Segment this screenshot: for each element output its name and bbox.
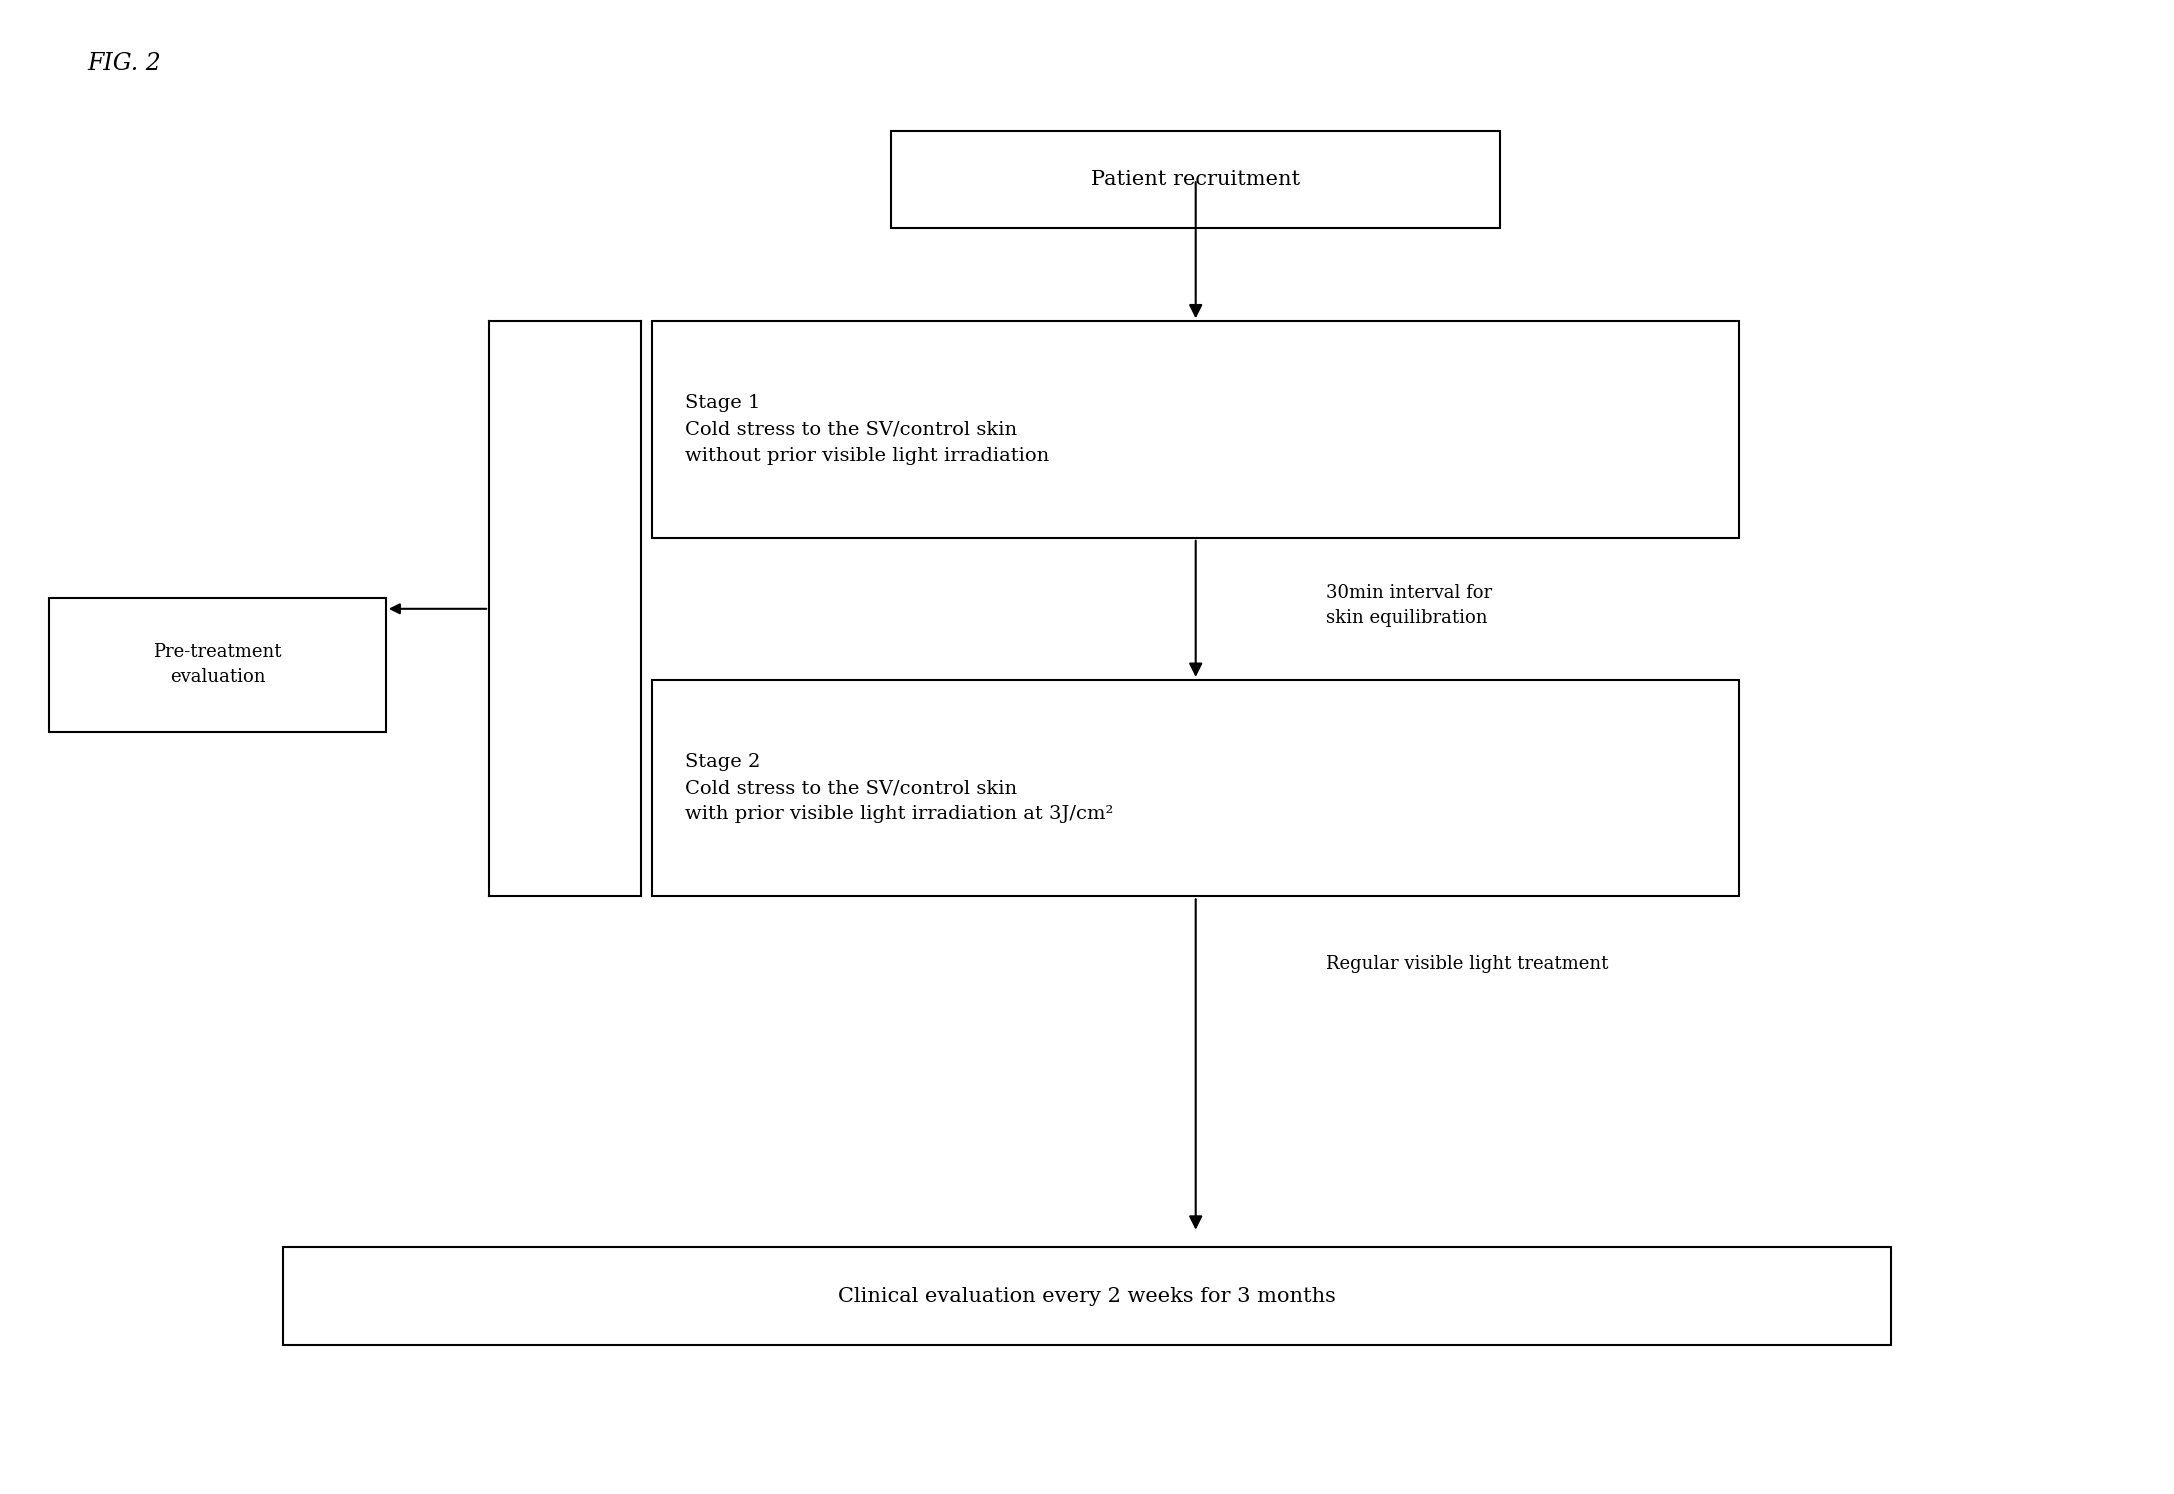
FancyBboxPatch shape <box>50 598 387 732</box>
Text: Pre-treatment
evaluation: Pre-treatment evaluation <box>152 644 283 686</box>
Text: Stage 1
Cold stress to the SV/control skin
without prior visible light irradiati: Stage 1 Cold stress to the SV/control sk… <box>685 394 1050 465</box>
Text: Stage 2
Cold stress to the SV/control skin
with prior visible light irradiation : Stage 2 Cold stress to the SV/control sk… <box>685 753 1113 823</box>
FancyBboxPatch shape <box>652 680 1739 896</box>
Text: 30min interval for
skin equilibration: 30min interval for skin equilibration <box>1326 584 1491 626</box>
Text: Regular visible light treatment: Regular visible light treatment <box>1326 955 1609 973</box>
Text: FIG. 2: FIG. 2 <box>87 52 161 75</box>
FancyBboxPatch shape <box>283 1247 1891 1345</box>
FancyBboxPatch shape <box>891 131 1500 229</box>
Text: Clinical evaluation every 2 weeks for 3 months: Clinical evaluation every 2 weeks for 3 … <box>837 1286 1337 1306</box>
Text: Patient recruitment: Patient recruitment <box>1091 170 1300 188</box>
FancyBboxPatch shape <box>652 321 1739 538</box>
